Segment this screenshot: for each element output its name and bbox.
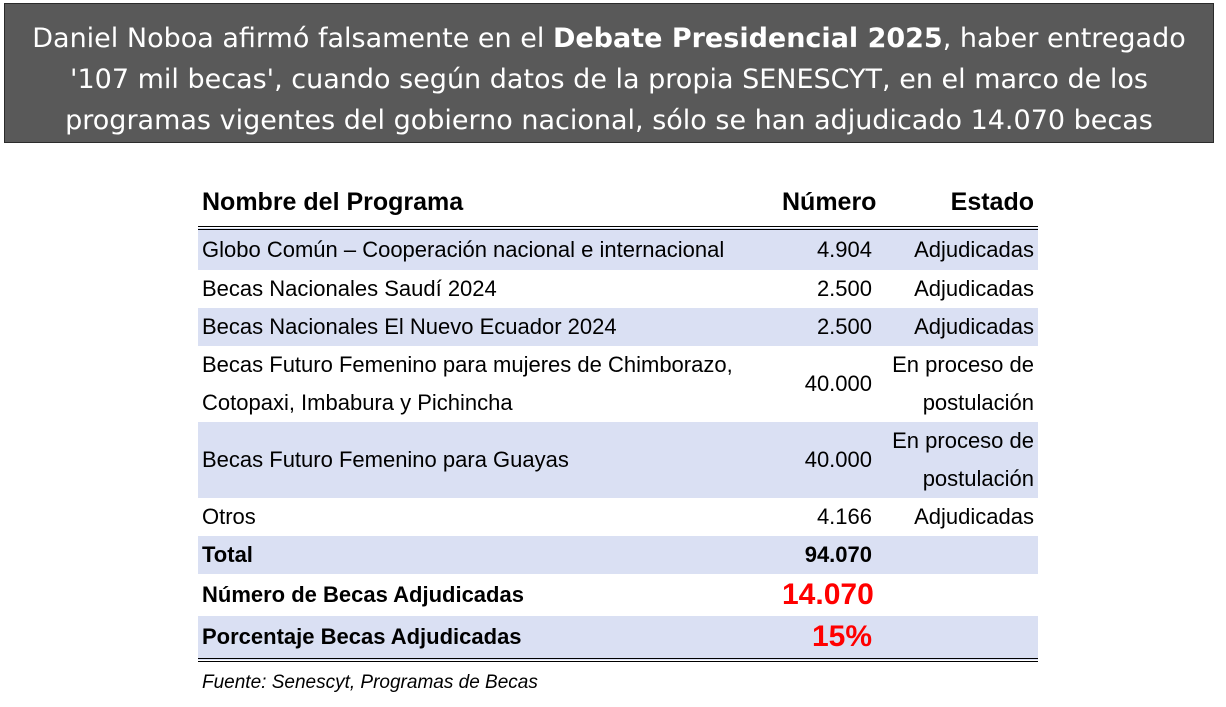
total-value: 94.070	[778, 536, 878, 574]
program-status-line: En proceso de	[892, 352, 1034, 377]
awarded-empty-cell	[878, 574, 1038, 616]
headline-bold-text: Debate Presidencial 2025	[552, 23, 943, 54]
table-row: Becas Nacionales El Nuevo Ecuador 2024 2…	[198, 308, 1038, 346]
header-program: Nombre del Programa	[198, 178, 778, 230]
table-header-row: Nombre del Programa Número Estado	[198, 178, 1038, 230]
headline-banner: Daniel Noboa afirmó falsamente en el Deb…	[4, 3, 1214, 143]
awarded-label: Número de Becas Adjudicadas	[202, 582, 524, 607]
program-status: En proceso de postulación	[878, 422, 1038, 498]
percentage-value: 15%	[778, 616, 878, 662]
program-status: Adjudicadas	[878, 228, 1038, 270]
program-number: 4.166	[816, 504, 872, 529]
total-empty-cell	[878, 536, 1038, 574]
total-label: Total	[198, 536, 778, 574]
total-row: Total 94.070	[198, 536, 1038, 574]
percentage-empty-cell	[878, 616, 1038, 662]
table-row: Globo Común – Cooperación nacional e int…	[198, 228, 1038, 270]
program-number: 4.904	[778, 228, 878, 270]
program-name: Becas Futuro Femenino para mujeres de Ch…	[198, 346, 778, 422]
source-note: Fuente: Senescyt, Programas de Becas	[202, 672, 538, 693]
program-number: 2.500	[778, 308, 878, 346]
program-name: Otros	[202, 504, 256, 529]
program-status: Adjudicadas	[914, 504, 1034, 529]
header-number: Número	[778, 178, 878, 230]
program-number: 40.000	[804, 371, 872, 396]
percentage-label: Porcentaje Becas Adjudicadas	[198, 616, 778, 662]
header-status: Estado	[878, 178, 1038, 230]
program-number: 40.000	[778, 422, 878, 498]
program-name: Globo Común – Cooperación nacional e int…	[198, 228, 778, 270]
program-name: Becas Nacionales El Nuevo Ecuador 2024	[198, 308, 778, 346]
percentage-row: Porcentaje Becas Adjudicadas 15%	[198, 616, 1038, 662]
table-row: Becas Futuro Femenino para mujeres de Ch…	[198, 346, 1038, 422]
scholarship-table: Nombre del Programa Número Estado Globo …	[198, 178, 1038, 662]
program-status: Adjudicadas	[914, 276, 1034, 301]
program-name: Becas Nacionales Saudí 2024	[202, 276, 497, 301]
program-name-line: Becas Futuro Femenino para mujeres de Ch…	[202, 352, 733, 377]
table-row: Otros 4.166 Adjudicadas	[198, 498, 1038, 536]
table-row: Becas Futuro Femenino para Guayas 40.000…	[198, 422, 1038, 498]
program-name: Becas Futuro Femenino para Guayas	[198, 422, 778, 498]
program-number: 2.500	[816, 276, 872, 301]
scholarship-table-container: Nombre del Programa Número Estado Globo …	[198, 178, 1038, 662]
program-status-line: En proceso de	[892, 428, 1034, 453]
table-row: Becas Nacionales Saudí 2024 2.500 Adjudi…	[198, 270, 1038, 308]
program-name-line: Cotopaxi, Imbabura y Pichincha	[202, 390, 513, 415]
awarded-row: Número de Becas Adjudicadas 14.070	[198, 574, 1038, 616]
program-status: En proceso de postulación	[878, 346, 1038, 422]
program-status-line: postulación	[922, 466, 1034, 491]
headline-text-end: , haber entregado '107 mil becas', cuand…	[65, 23, 1186, 136]
headline-text-start: Daniel Noboa afirmó falsamente en el	[32, 23, 553, 54]
awarded-value: 14.070	[782, 578, 874, 611]
program-status-line: postulación	[922, 390, 1034, 415]
program-status: Adjudicadas	[878, 308, 1038, 346]
